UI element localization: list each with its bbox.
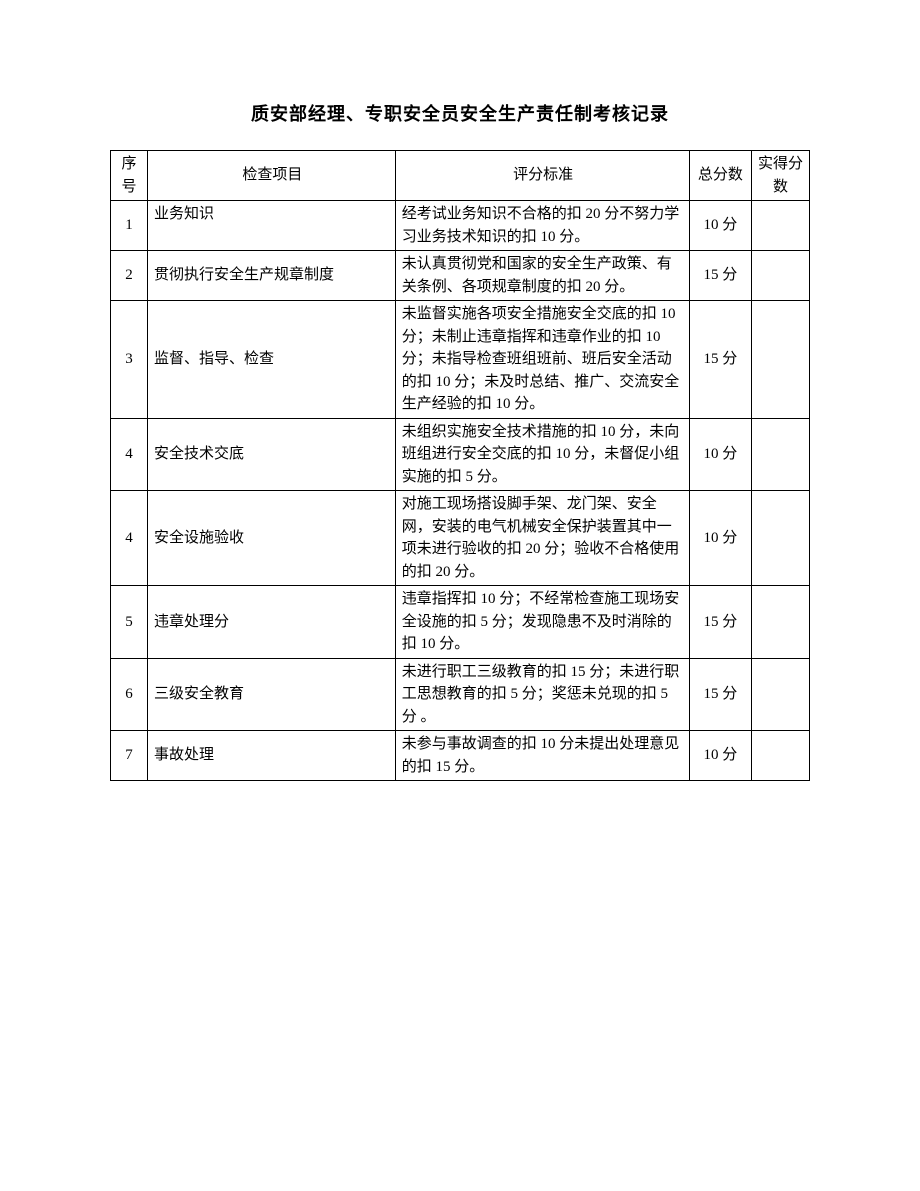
cell-criteria: 经考试业务知识不合格的扣 20 分不努力学习业务技术知识的扣 10 分。 [395, 201, 689, 251]
cell-seq: 6 [111, 658, 148, 731]
header-total: 总分数 [689, 151, 751, 201]
header-criteria: 评分标准 [395, 151, 689, 201]
cell-item: 事故处理 [148, 731, 396, 781]
page-title: 质安部经理、专职安全员安全生产责任制考核记录 [110, 100, 810, 126]
cell-actual [752, 731, 810, 781]
cell-actual [752, 301, 810, 419]
table-header-row: 序号 检查项目 评分标准 总分数 实得分数 [111, 151, 810, 201]
table-row: 7 事故处理 未参与事故调查的扣 10 分未提出处理意见的扣 15 分。 10 … [111, 731, 810, 781]
table-row: 5 违章处理分 违章指挥扣 10 分；不经常检查施工现场安全设施的扣 5 分；发… [111, 586, 810, 659]
table-row: 4 安全设施验收 对施工现场搭设脚手架、龙门架、安全网，安装的电气机械安全保护装… [111, 491, 810, 586]
cell-seq: 1 [111, 201, 148, 251]
header-actual: 实得分数 [752, 151, 810, 201]
cell-seq: 3 [111, 301, 148, 419]
cell-item: 三级安全教育 [148, 658, 396, 731]
cell-total: 15 分 [689, 301, 751, 419]
cell-criteria: 对施工现场搭设脚手架、龙门架、安全网，安装的电气机械安全保护装置其中一项未进行验… [395, 491, 689, 586]
cell-total: 15 分 [689, 251, 751, 301]
cell-criteria: 未组织实施安全技术措施的扣 10 分，未向班组进行安全交底的扣 10 分，未督促… [395, 418, 689, 491]
cell-total: 15 分 [689, 586, 751, 659]
cell-actual [752, 251, 810, 301]
cell-item: 安全技术交底 [148, 418, 396, 491]
cell-seq: 5 [111, 586, 148, 659]
cell-criteria: 未认真贯彻党和国家的安全生产政策、有关条例、各项规章制度的扣 20 分。 [395, 251, 689, 301]
cell-item: 违章处理分 [148, 586, 396, 659]
header-seq: 序号 [111, 151, 148, 201]
cell-criteria: 未参与事故调查的扣 10 分未提出处理意见的扣 15 分。 [395, 731, 689, 781]
cell-item: 监督、指导、检查 [148, 301, 396, 419]
cell-total: 10 分 [689, 418, 751, 491]
cell-item: 贯彻执行安全生产规章制度 [148, 251, 396, 301]
cell-criteria: 未监督实施各项安全措施安全交底的扣 10 分；未制止违章指挥和违章作业的扣 10… [395, 301, 689, 419]
cell-criteria: 未进行职工三级教育的扣 15 分；未进行职工思想教育的扣 5 分；奖惩未兑现的扣… [395, 658, 689, 731]
cell-total: 15 分 [689, 658, 751, 731]
table-row: 2 贯彻执行安全生产规章制度 未认真贯彻党和国家的安全生产政策、有关条例、各项规… [111, 251, 810, 301]
cell-actual [752, 658, 810, 731]
cell-actual [752, 491, 810, 586]
cell-actual [752, 418, 810, 491]
cell-total: 10 分 [689, 491, 751, 586]
cell-seq: 4 [111, 418, 148, 491]
cell-seq: 4 [111, 491, 148, 586]
table-row: 3 监督、指导、检查 未监督实施各项安全措施安全交底的扣 10 分；未制止违章指… [111, 301, 810, 419]
cell-seq: 2 [111, 251, 148, 301]
cell-criteria: 违章指挥扣 10 分；不经常检查施工现场安全设施的扣 5 分；发现隐患不及时消除… [395, 586, 689, 659]
cell-item: 业务知识 [148, 201, 396, 251]
header-item: 检查项目 [148, 151, 396, 201]
cell-total: 10 分 [689, 201, 751, 251]
cell-item: 安全设施验收 [148, 491, 396, 586]
table-row: 1 业务知识 经考试业务知识不合格的扣 20 分不努力学习业务技术知识的扣 10… [111, 201, 810, 251]
table-row: 6 三级安全教育 未进行职工三级教育的扣 15 分；未进行职工思想教育的扣 5 … [111, 658, 810, 731]
cell-seq: 7 [111, 731, 148, 781]
cell-total: 10 分 [689, 731, 751, 781]
table-row: 4 安全技术交底 未组织实施安全技术措施的扣 10 分，未向班组进行安全交底的扣… [111, 418, 810, 491]
cell-actual [752, 201, 810, 251]
cell-actual [752, 586, 810, 659]
assessment-table: 序号 检查项目 评分标准 总分数 实得分数 1 业务知识 经考试业务知识不合格的… [110, 150, 810, 781]
